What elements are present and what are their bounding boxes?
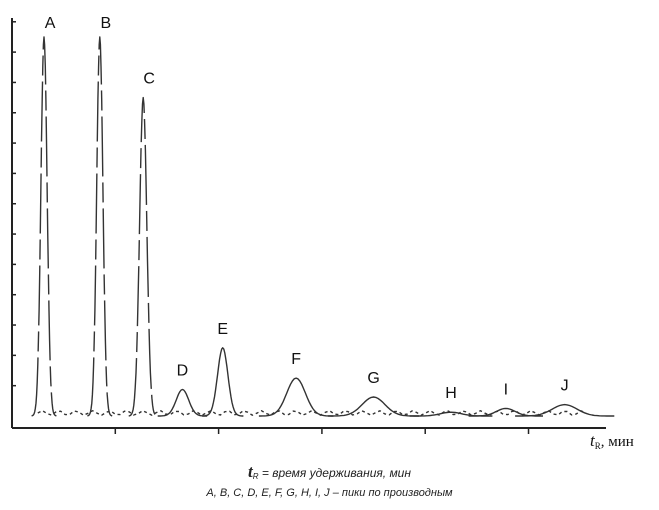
peak-label-j: J [561,378,569,395]
baseline [37,410,586,416]
peak-a [31,36,57,417]
peak-labels: A B C D E F G H I J [45,15,569,402]
x-axis-label: tR, мин [590,431,634,451]
peak-f [258,377,334,417]
chromatogram-traces [31,36,615,417]
caption-symbol: t [248,462,253,481]
caption-peaks: A, B, C, D, E, F, G, H, I, J – пики по п… [206,487,453,499]
peak-b [87,36,113,417]
caption-subscript: R [252,472,259,481]
peak-e [202,347,244,417]
peak-g [328,396,419,417]
chromatogram-chart: A B C D E F G H I J tR, мин [11,15,634,451]
peak-label-b: B [100,15,111,32]
peak-label-e: E [217,321,228,338]
caption-text: = время удерживания, мин [258,466,411,480]
peak-i [468,407,543,417]
x-axis-symbol: t [590,431,596,450]
x-axis-subscript: R [595,441,601,451]
peak-label-i: I [504,381,508,398]
peak-label-f: F [291,351,301,368]
caption-retention: tR = время удерживания, мин [0,462,659,482]
peak-label-d: D [177,362,189,379]
axis-ticks [12,21,530,434]
x-axis-unit: , мин [601,434,634,450]
peak-j [515,403,615,417]
axes [11,18,606,429]
peak-d [157,388,208,417]
peak-label-g: G [367,370,379,387]
peak-c [128,96,158,417]
peak-label-a: A [45,15,56,32]
peak-label-h: H [445,385,457,402]
peak-label-c: C [143,71,155,88]
